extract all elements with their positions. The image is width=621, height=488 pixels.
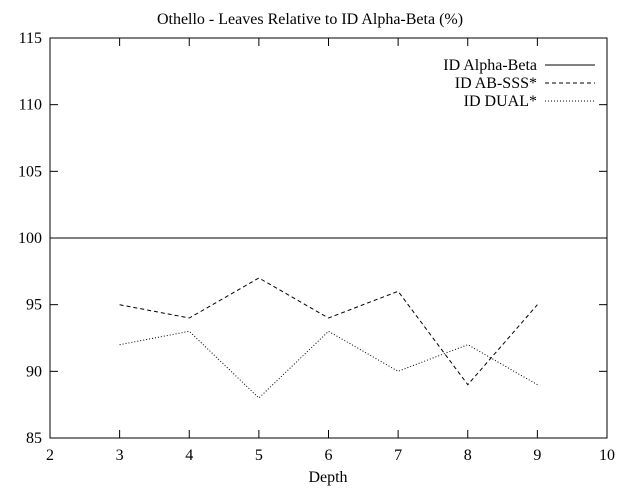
x-tick-label: 8 <box>464 447 472 464</box>
chart-title: Othello - Leaves Relative to ID Alpha-Be… <box>157 11 463 28</box>
legend-label-id-dual: ID DUAL* <box>464 93 537 110</box>
y-tick-label: 95 <box>26 297 42 314</box>
x-axis-label: Depth <box>308 469 347 486</box>
series-layer <box>50 237 607 399</box>
y-tick-label: 90 <box>26 363 42 380</box>
x-tick-label: 4 <box>185 447 193 464</box>
x-tick-label: 7 <box>394 447 402 464</box>
x-tick-label: 3 <box>116 447 124 464</box>
y-tick-label: 105 <box>18 163 42 180</box>
x-tick-label: 10 <box>599 447 615 464</box>
x-tick-label: 2 <box>46 447 54 464</box>
y-axis: 85 90 95 100 105 110 115 <box>18 30 607 447</box>
y-tick-label: 115 <box>19 30 42 47</box>
x-tick-label: 6 <box>325 447 333 464</box>
legend-label-id-alpha-beta: ID Alpha-Beta <box>443 57 537 74</box>
legend-label-id-ab-sss: ID AB-SSS* <box>455 75 537 92</box>
x-tick-label: 9 <box>533 447 541 464</box>
series-line-id-dual <box>119 330 538 399</box>
x-axis: 2 3 4 5 6 7 8 9 10 <box>46 38 615 464</box>
series-line-id-ab-sss <box>119 277 538 386</box>
y-tick-label: 110 <box>19 97 42 114</box>
y-tick-label: 85 <box>26 430 42 447</box>
x-tick-label: 5 <box>255 447 263 464</box>
y-tick-label: 100 <box>18 230 42 247</box>
